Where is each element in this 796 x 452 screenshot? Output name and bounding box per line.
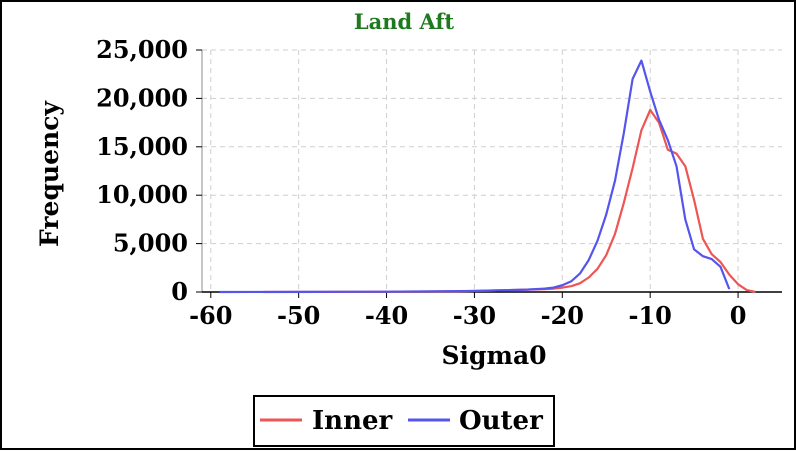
series-group [220, 61, 756, 292]
y-tick-label: 20,000 [96, 83, 188, 112]
x-tick-label: -40 [365, 301, 408, 330]
y-tick-label: 0 [171, 277, 188, 306]
x-tick-label: -60 [189, 301, 232, 330]
grid [202, 50, 782, 292]
y-tick-label: 25,000 [96, 35, 188, 64]
chart-title: Land Aft [354, 9, 455, 34]
y-axis-label: Frequency [35, 100, 64, 247]
y-tick-label: 5,000 [113, 229, 188, 258]
x-tick-label: -20 [541, 301, 584, 330]
ticks: -60 -50 -40 -30 -20 -10 0 0 5,000 10,000 15,000 20,… [96, 35, 746, 330]
x-tick-label: -50 [277, 301, 320, 330]
y-tick-label: 10,000 [96, 180, 188, 209]
legend-label-inner: Inner [312, 406, 393, 436]
legend-label-outer: Outer [459, 406, 543, 436]
x-tick-label: 0 [730, 301, 747, 330]
y-tick-label: 15,000 [96, 132, 188, 161]
x-axis-label: Sigma0 [441, 341, 546, 370]
legend: Inner Outer [254, 396, 554, 446]
x-tick-label: -10 [629, 301, 672, 330]
x-tick-label: -30 [453, 301, 496, 330]
